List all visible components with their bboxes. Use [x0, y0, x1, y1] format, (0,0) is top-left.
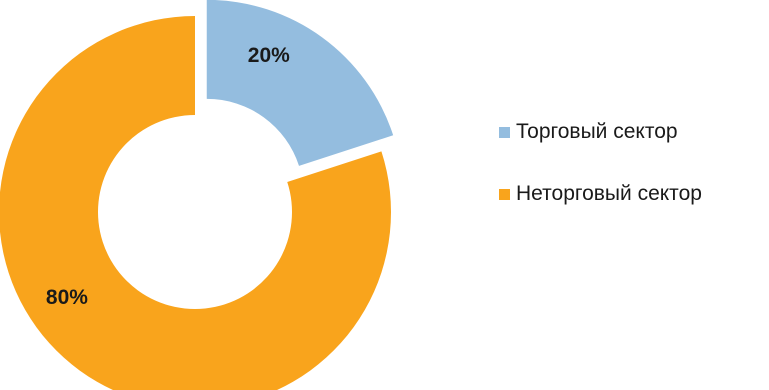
legend-swatch-trade-sector [499, 126, 510, 138]
donut-slices [0, 0, 394, 390]
data-label-trade-sector: 20% [248, 44, 290, 67]
data-label-non-trade-sector: 80% [46, 286, 88, 309]
legend-item-non-trade-sector: Неторговый сектор [499, 180, 702, 208]
donut-slice-non-trade-sector [0, 16, 391, 390]
legend-item-trade-sector: Торговый сектор [499, 118, 702, 146]
legend-label-non-trade-sector: Неторговый сектор [516, 182, 702, 205]
legend-swatch-non-trade-sector [499, 188, 510, 200]
donut-slice-trade-sector [206, 0, 394, 166]
legend-label-trade-sector: Торговый сектор [516, 120, 678, 143]
chart-legend: Торговый сектор Неторговый сектор [499, 118, 702, 242]
donut-data-labels: 20% 80% [46, 44, 290, 309]
